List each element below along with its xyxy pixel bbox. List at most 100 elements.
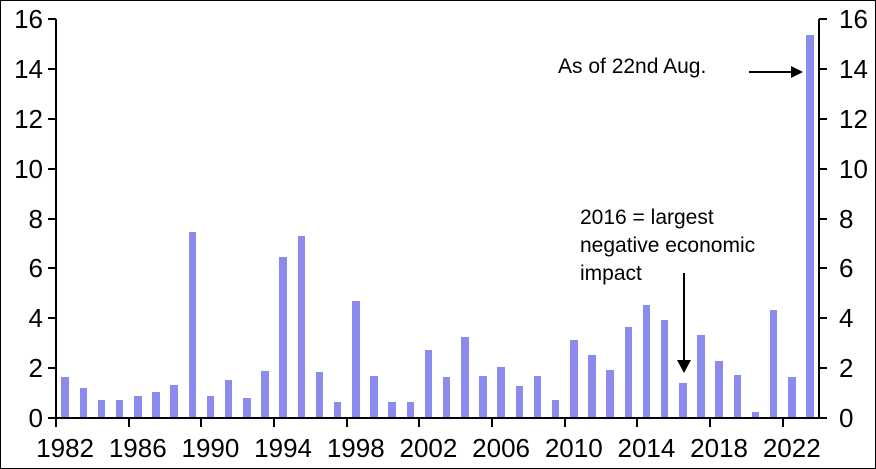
y-axis-left-tick bbox=[48, 417, 56, 419]
bar-2012 bbox=[606, 369, 614, 417]
y-axis-left-tick-label: 8 bbox=[28, 203, 43, 234]
bar-2003 bbox=[442, 377, 451, 417]
x-axis-tick bbox=[273, 418, 275, 427]
y-axis-right-tick bbox=[819, 67, 827, 70]
bar-2006 bbox=[497, 367, 505, 417]
bar-2022 bbox=[788, 377, 796, 417]
x-axis-tick bbox=[563, 418, 566, 427]
y-axis-left-tick-label: 6 bbox=[28, 253, 43, 284]
y-axis-right-tick-label: 8 bbox=[839, 203, 854, 234]
bar-2023 bbox=[806, 35, 814, 417]
x-axis-tick-label: 1994 bbox=[254, 433, 312, 463]
bar-2017 bbox=[697, 334, 705, 417]
x-axis-line bbox=[55, 417, 820, 419]
y-axis-left-tick bbox=[48, 267, 56, 270]
y-axis-right-tick bbox=[819, 18, 827, 20]
bar-2011 bbox=[588, 354, 596, 417]
y-axis-right-tick-label: 10 bbox=[839, 153, 868, 184]
y-axis-right-tick-label: 0 bbox=[839, 403, 854, 433]
y-axis-left-tick bbox=[48, 117, 56, 120]
x-axis-tick-label: 2022 bbox=[762, 433, 821, 463]
bar-2002 bbox=[424, 349, 433, 417]
bar-1997 bbox=[333, 402, 342, 417]
x-axis-tick bbox=[709, 418, 711, 427]
bar-2019 bbox=[733, 374, 741, 417]
y-axis-right-tick-label: 2 bbox=[839, 353, 854, 384]
y-axis-left-tick bbox=[48, 217, 56, 220]
bar-2010 bbox=[570, 339, 578, 417]
bar-1983 bbox=[79, 388, 87, 417]
x-axis-tick-label: 2014 bbox=[617, 433, 676, 463]
y-axis-right-tick-label: 14 bbox=[839, 53, 868, 84]
bar-1988 bbox=[170, 384, 178, 417]
right-arrow-shaft bbox=[749, 71, 793, 73]
y-axis-left-tick bbox=[48, 367, 56, 370]
y-axis-right-tick-label: 4 bbox=[839, 303, 854, 334]
bar-2009 bbox=[551, 399, 560, 417]
bar-1989 bbox=[188, 232, 196, 417]
bar-1987 bbox=[152, 392, 160, 417]
arrow-right-icon bbox=[791, 66, 803, 78]
bar-1984 bbox=[97, 399, 106, 417]
bar-2000 bbox=[388, 402, 396, 417]
bar-1993 bbox=[261, 370, 269, 417]
y-axis-right-tick-label: 16 bbox=[839, 4, 868, 34]
bar-2008 bbox=[533, 375, 542, 417]
y-axis-right-tick bbox=[819, 167, 827, 170]
x-axis-tick-label: 1986 bbox=[108, 433, 167, 463]
bar-2007 bbox=[515, 385, 523, 417]
bar-2015 bbox=[660, 319, 669, 417]
bar-2018 bbox=[715, 360, 723, 417]
annotation-2016-line3: impact bbox=[580, 262, 642, 285]
y-axis-right-tick bbox=[819, 217, 827, 220]
bar-2005 bbox=[479, 375, 487, 417]
y-axis-left-tick-label: 16 bbox=[14, 4, 43, 34]
annotation-2016-note: 2016 = largest negative economic impact bbox=[580, 204, 755, 288]
x-axis-tick bbox=[781, 418, 784, 427]
y-axis-left-tick bbox=[48, 18, 56, 20]
y-axis-right-tick bbox=[819, 267, 827, 270]
bar-2021 bbox=[769, 309, 778, 417]
bar-1999 bbox=[370, 375, 378, 417]
bar-2014 bbox=[642, 304, 651, 417]
y-axis-left-tick bbox=[48, 317, 56, 320]
annotation-as-of-date-text: As of 22nd Aug. bbox=[558, 55, 707, 78]
y-axis-left-tick bbox=[48, 167, 56, 170]
x-axis-tick-label: 2010 bbox=[544, 433, 603, 463]
y-axis-right-tick bbox=[819, 317, 827, 320]
annotation-2016-line2: negative economic bbox=[580, 234, 756, 257]
y-axis-right-tick bbox=[819, 367, 827, 370]
x-axis-tick-label: 1990 bbox=[181, 433, 240, 463]
y-axis-left-tick-label: 14 bbox=[14, 53, 43, 84]
x-axis-tick bbox=[200, 418, 203, 427]
x-axis-tick bbox=[345, 418, 348, 427]
y-axis-right-tick-label: 12 bbox=[839, 103, 868, 134]
bar-1995 bbox=[297, 236, 305, 417]
bar-1982 bbox=[61, 377, 69, 417]
x-axis-tick-label: 1982 bbox=[36, 433, 94, 463]
bar-1992 bbox=[243, 398, 251, 417]
annotation-as-of-date: As of 22nd Aug. bbox=[558, 53, 706, 81]
bar-1994 bbox=[279, 257, 287, 417]
y-axis-left-tick-label: 4 bbox=[28, 303, 43, 334]
y-axis-left-tick-label: 10 bbox=[14, 153, 43, 184]
y-axis-right-tick bbox=[819, 417, 827, 419]
bar-1991 bbox=[224, 379, 233, 417]
bar-1996 bbox=[315, 372, 324, 417]
bar-1990 bbox=[206, 395, 215, 417]
y-axis-right-tick bbox=[819, 117, 827, 120]
bar-2013 bbox=[624, 327, 632, 417]
y-axis-left-tick-label: 0 bbox=[28, 403, 43, 433]
y-axis-right-tick-label: 6 bbox=[839, 253, 854, 284]
x-axis-tick bbox=[418, 418, 421, 427]
bar-2001 bbox=[406, 402, 414, 417]
bar-1985 bbox=[115, 399, 124, 417]
bar-2016 bbox=[679, 383, 687, 417]
bar-2004 bbox=[461, 337, 469, 417]
bar-2020 bbox=[751, 412, 760, 417]
x-axis-tick-label: 2006 bbox=[472, 433, 530, 463]
y-axis-left-tick-label: 12 bbox=[14, 103, 43, 134]
x-axis-tick-label: 1998 bbox=[326, 433, 385, 463]
y-axis-left-tick-label: 2 bbox=[28, 353, 43, 384]
